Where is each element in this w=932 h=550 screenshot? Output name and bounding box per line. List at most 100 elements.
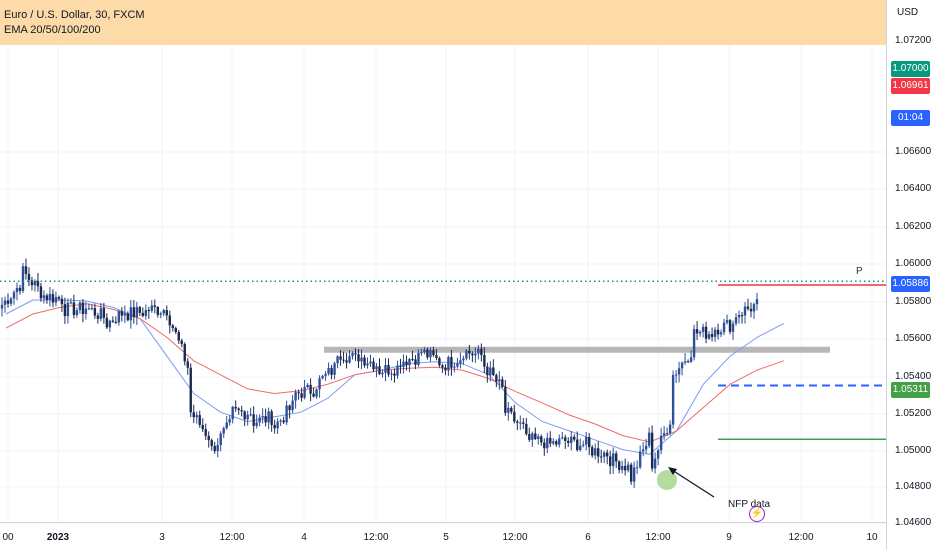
candle-body — [339, 356, 342, 360]
candle-body — [315, 389, 318, 397]
candle-body — [249, 414, 252, 416]
candle-body — [138, 307, 142, 313]
candle-body — [162, 310, 165, 314]
candle-body — [378, 366, 381, 375]
candle-body — [611, 453, 615, 467]
candle-body — [522, 422, 525, 424]
candle-body — [474, 353, 477, 356]
candle-body — [306, 384, 309, 388]
candle-body — [273, 424, 276, 429]
nfp-arrow-head — [668, 467, 677, 475]
candle-body — [680, 362, 684, 369]
candle-body — [668, 424, 672, 434]
candle-body — [719, 332, 723, 335]
candle-body — [686, 361, 690, 363]
candle-body — [549, 437, 552, 444]
candle-body — [528, 434, 531, 440]
candle-body — [336, 356, 339, 364]
price-badge[interactable]: 1.05311 — [891, 382, 930, 398]
candle-body — [650, 432, 654, 469]
candle-body — [267, 411, 270, 423]
candle-body — [722, 322, 726, 333]
candle-body — [180, 340, 183, 344]
candle-body — [327, 367, 330, 374]
candle-body — [546, 437, 549, 449]
candle-body — [132, 307, 136, 318]
candle-body — [33, 281, 37, 286]
nfp-annotation: NFP data — [728, 499, 771, 510]
candle-body — [507, 407, 510, 413]
candle-body — [438, 358, 441, 366]
candle-body — [297, 392, 300, 394]
price-badge[interactable]: 1.05886 — [891, 276, 930, 292]
candle-body — [213, 445, 216, 452]
candle-body — [725, 320, 729, 323]
candle-body — [360, 357, 363, 362]
candle-body — [626, 464, 630, 471]
candle-body — [704, 326, 708, 339]
y-tick-label: 1.07200 — [895, 35, 932, 46]
candle-body — [258, 417, 261, 423]
candle-body — [752, 304, 756, 312]
candle-body — [393, 373, 396, 376]
price-badge[interactable]: 01:04 — [891, 110, 930, 126]
candle-body — [459, 360, 462, 364]
x-tick-label: 3 — [159, 532, 165, 543]
candle-body — [441, 365, 444, 368]
candle-body — [471, 353, 474, 356]
candle-body — [252, 414, 255, 426]
candle-body — [656, 450, 660, 459]
candle-body — [492, 367, 495, 376]
candle-body — [159, 313, 162, 315]
y-tick-label: 1.05000 — [895, 445, 932, 456]
candle-body — [683, 361, 687, 363]
candle-body — [519, 422, 522, 424]
candle-body — [740, 315, 744, 317]
y-tick-label: 1.05800 — [895, 296, 932, 307]
candle-body — [480, 348, 483, 356]
candle-body — [177, 332, 180, 341]
candle-body — [354, 353, 357, 355]
candle-body — [54, 297, 58, 303]
candle-body — [435, 355, 438, 359]
candle-body — [384, 364, 387, 373]
candle-body — [207, 435, 210, 441]
candle-body — [210, 440, 213, 446]
price-badge[interactable]: 1.07000 — [891, 61, 930, 77]
candle-body — [39, 286, 43, 299]
candle-body — [219, 433, 222, 446]
candle-body — [147, 310, 151, 312]
candle-body — [300, 393, 303, 398]
candle-body — [195, 415, 198, 418]
x-tick-label: 9 — [726, 532, 732, 543]
candle-body — [261, 415, 264, 418]
y-tick-label: 1.05400 — [895, 371, 932, 382]
candle-body — [408, 359, 411, 366]
candle-body — [15, 287, 19, 293]
candle-body — [531, 433, 534, 440]
candle-body — [372, 361, 375, 370]
candle-body — [695, 329, 699, 334]
candle-body — [567, 440, 570, 443]
candle-body — [632, 467, 636, 482]
candle-body — [582, 444, 585, 446]
price-badge[interactable]: 1.06961 — [891, 78, 930, 94]
candle-body — [282, 420, 285, 423]
lightning-bolt-icon[interactable]: ⚡ — [749, 506, 765, 522]
y-tick-label: 1.04600 — [895, 517, 932, 528]
candle-body — [716, 329, 720, 335]
candle-body — [324, 373, 327, 376]
candle-body — [483, 355, 486, 367]
candle-body — [291, 400, 294, 411]
candle-body — [330, 367, 333, 375]
candle-body — [357, 354, 360, 362]
y-axis-currency: USD — [897, 7, 919, 18]
candle-body — [318, 378, 321, 390]
candle-body — [99, 308, 103, 319]
candle-body — [701, 326, 705, 332]
candle-body — [153, 305, 156, 308]
ema-indicator-label[interactable]: EMA 20/50/100/200 — [4, 24, 101, 36]
symbol-title[interactable]: Euro / U.S. Dollar, 30, FXCM — [4, 9, 145, 21]
x-tick-label: 12:00 — [788, 532, 814, 543]
